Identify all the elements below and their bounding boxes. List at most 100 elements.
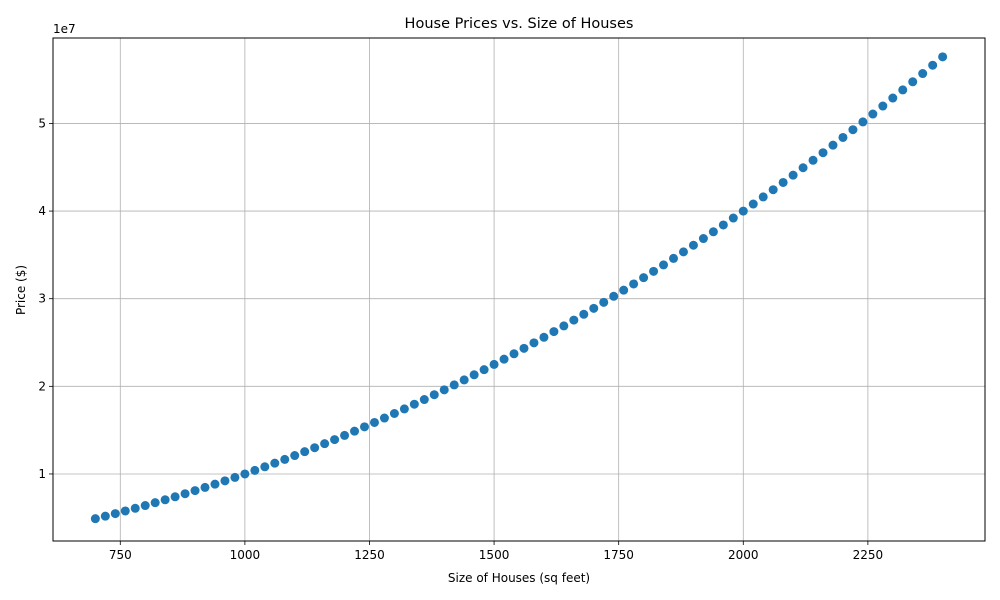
data-point [350,426,360,436]
data-point [340,430,350,440]
x-tick-label: 2000 [728,548,759,562]
x-axis-label: Size of Houses (sq feet) [448,571,590,585]
x-tick-label: 750 [109,548,132,562]
y-tick-label: 2 [38,379,46,393]
data-point [320,439,330,449]
data-point [90,514,100,524]
x-tick-label: 1500 [479,548,510,562]
x-tick-label: 2250 [853,548,884,562]
data-point [399,404,409,414]
y-tick-label: 3 [38,292,46,306]
data-point [898,85,908,95]
data-point [190,486,200,496]
data-point [768,185,778,195]
data-point [858,117,868,127]
data-point [369,417,379,427]
data-point [220,476,230,486]
data-point [509,349,519,359]
data-point [130,503,140,513]
data-point [808,155,818,165]
data-point [459,375,469,385]
data-point [270,458,280,468]
data-point [619,285,629,295]
y-tick-label: 5 [38,116,46,130]
data-point [778,177,788,187]
data-point [848,125,858,135]
x-tick-label: 1000 [230,548,261,562]
data-point [429,390,439,400]
data-point [439,385,449,395]
x-tick-label: 1250 [354,548,385,562]
data-point [280,454,290,464]
data-point [659,260,669,270]
chart-title: House Prices vs. Size of Houses [405,16,634,32]
data-point [609,291,619,301]
data-point [419,395,429,405]
data-point [708,227,718,237]
y-axis-offset-label: 1e7 [53,22,76,36]
data-point [330,435,340,445]
data-point [629,279,639,289]
data-point [499,354,509,364]
data-point [200,482,210,492]
data-point [589,303,599,313]
data-point [389,408,399,418]
data-point [838,132,848,142]
data-point [160,495,170,505]
data-point [240,469,250,479]
data-point [559,321,569,331]
data-point [150,498,160,508]
x-tick-label: 1750 [603,548,634,562]
data-point [599,297,609,307]
grid-lines [53,38,985,541]
y-tick-label: 1 [38,467,46,481]
data-point [698,234,708,244]
y-axis-ticks: 1 2 3 4 5 [38,116,53,481]
data-point [100,511,110,521]
data-point [878,101,888,111]
data-point [140,501,150,511]
data-point [250,465,260,475]
y-tick-label: 4 [38,204,46,218]
data-point [649,266,659,276]
data-point [479,365,489,375]
data-point [669,253,679,263]
data-point [868,109,878,119]
data-point [489,359,499,369]
data-point [409,399,419,409]
data-point [359,422,369,432]
data-point [469,370,479,380]
y-axis-label: Price ($) [14,265,28,315]
data-point [818,148,828,158]
data-point [120,506,130,516]
data-point [788,170,798,180]
data-point [639,273,649,283]
data-point [918,69,928,79]
data-point [260,462,270,472]
data-point [180,489,190,499]
data-point [110,509,120,519]
data-point [579,309,589,319]
data-point [449,380,459,390]
data-point [938,52,948,62]
data-point [569,315,579,325]
data-point [290,451,300,461]
data-point [300,447,310,457]
data-point [210,479,220,489]
data-point [728,213,738,223]
x-axis-ticks: 750 1000 1250 1500 1750 2000 2250 [109,541,883,562]
data-point [519,343,529,353]
data-point [170,492,180,502]
data-point [908,77,918,87]
data-point [758,192,768,202]
data-point [688,240,698,250]
data-point [529,338,539,348]
data-point [678,247,688,257]
data-point [748,199,758,209]
data-point [798,163,808,173]
plot-frame [52,37,986,542]
data-point [738,206,748,216]
data-points [90,52,948,524]
